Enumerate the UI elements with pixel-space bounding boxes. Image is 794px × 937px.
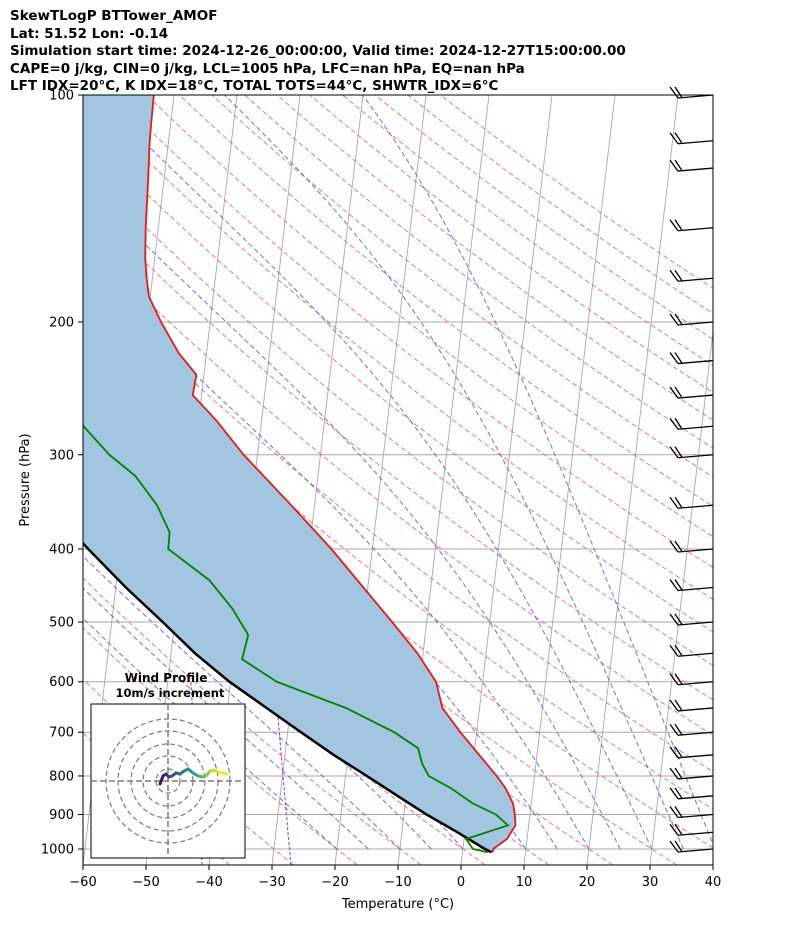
x-tick-label: 20 (579, 875, 596, 890)
wind-barb (669, 417, 714, 430)
index-line: LFT IDX=20°C, K IDX=18°C, TOTAL TOTS=44°… (10, 78, 499, 94)
x-tick-label: −60 (69, 875, 96, 890)
y-tick-label: 900 (49, 808, 74, 823)
isotherm-line (586, 95, 679, 865)
wind-barb (669, 767, 714, 780)
temperature-line (144, 95, 517, 853)
y-tick-label: 300 (49, 448, 74, 463)
x-tick-label: 40 (705, 875, 722, 890)
y-axis-label: Pressure (hPa) (18, 433, 33, 526)
wind-barb (669, 540, 714, 553)
wind-barb (669, 386, 714, 399)
x-tick-label: −20 (321, 875, 348, 890)
x-tick-label: −10 (384, 875, 411, 890)
y-tick-label: 800 (49, 769, 74, 784)
wind-barb (669, 313, 714, 326)
wind-barb (669, 699, 714, 712)
x-tick-label: 10 (516, 875, 533, 890)
hodograph-segment (221, 771, 229, 776)
dry-adiabat (178, 95, 713, 508)
isotherm-line (712, 861, 713, 865)
wind-barb (669, 644, 714, 657)
wind-barb (669, 673, 714, 686)
wind-barb (669, 823, 714, 836)
negative-area-shading (83, 95, 516, 853)
location-line: Lat: 51.52 Lon: -0.14 (10, 25, 169, 42)
moist-adiabat (224, 95, 684, 850)
dry-adiabat (83, 95, 713, 600)
wind-barb (669, 159, 714, 172)
axes-layer: −60 −50 −40 −30 −20 −10 0 10 20 30 40 1000 900 800 700… (41, 89, 721, 891)
moist-adiabat (96, 95, 653, 850)
wind-profile-inset: Wind Profile 10m/s increment (90, 671, 246, 859)
x-tick-label: 0 (457, 875, 465, 890)
inset-title: Wind Profile (125, 671, 208, 685)
x-tick-label: −30 (258, 875, 285, 890)
moist-adiabat (83, 555, 401, 850)
wind-barb (669, 579, 714, 592)
isotherm-line (523, 95, 616, 865)
x-tick-label: 30 (642, 875, 659, 890)
y-tick-label: 200 (49, 315, 74, 330)
wind-barb (669, 352, 714, 365)
wind-barb (669, 723, 714, 736)
chart-title: SkewTLogP BTTower_AMOF (10, 8, 218, 24)
y-tick-label: 700 (49, 726, 74, 741)
dry-adiabat (83, 237, 713, 736)
wind-barb (669, 806, 714, 819)
dry-adiabat (113, 95, 713, 569)
mixing-ratio-line (274, 681, 292, 865)
y-tick-label: 1000 (41, 843, 74, 858)
parcel-profile-line (83, 541, 493, 854)
chart-header: SkewTLogP BTTower_AMOF Lat: 51.52 Lon: -… (10, 8, 626, 96)
wind-barb (669, 496, 714, 509)
wind-barb (669, 446, 714, 459)
wind-barbs (669, 86, 714, 853)
isotherm-line (460, 95, 553, 865)
y-tick-label: 400 (49, 542, 74, 557)
y-tick-label: 100 (49, 89, 74, 104)
wind-barb (669, 86, 714, 99)
stability-line: CAPE=0 j/kg, CIN=0 j/kg, LCL=1005 hPa, L… (10, 60, 525, 77)
wind-barb (669, 746, 714, 759)
dry-adiabat (211, 95, 713, 478)
x-tick-label: −40 (195, 875, 222, 890)
inset-subtitle: 10m/s increment (116, 686, 225, 700)
dewpoint-line (83, 424, 510, 854)
dry-adiabat (83, 200, 713, 701)
y-tick-label: 500 (49, 616, 74, 631)
y-tick-label: 600 (49, 675, 74, 690)
isotherm-line (649, 328, 713, 865)
wind-barb (669, 269, 714, 282)
wind-barb (669, 132, 714, 145)
isotherm-line (271, 95, 364, 865)
curves-layer (83, 95, 517, 854)
time-line: Simulation start time: 2024-12-26_00:00:… (10, 43, 626, 59)
wind-barb (669, 219, 714, 232)
x-axis-label: Temperature (°C) (341, 897, 454, 912)
moist-adiabat (83, 333, 558, 850)
moist-adiabat (83, 265, 590, 850)
wind-barb (669, 787, 714, 800)
wind-barb (669, 613, 714, 626)
x-tick-label: −50 (132, 875, 159, 890)
dry-adiabat (83, 129, 713, 633)
dry-adiabat (440, 95, 713, 289)
wind-barb (669, 840, 714, 853)
